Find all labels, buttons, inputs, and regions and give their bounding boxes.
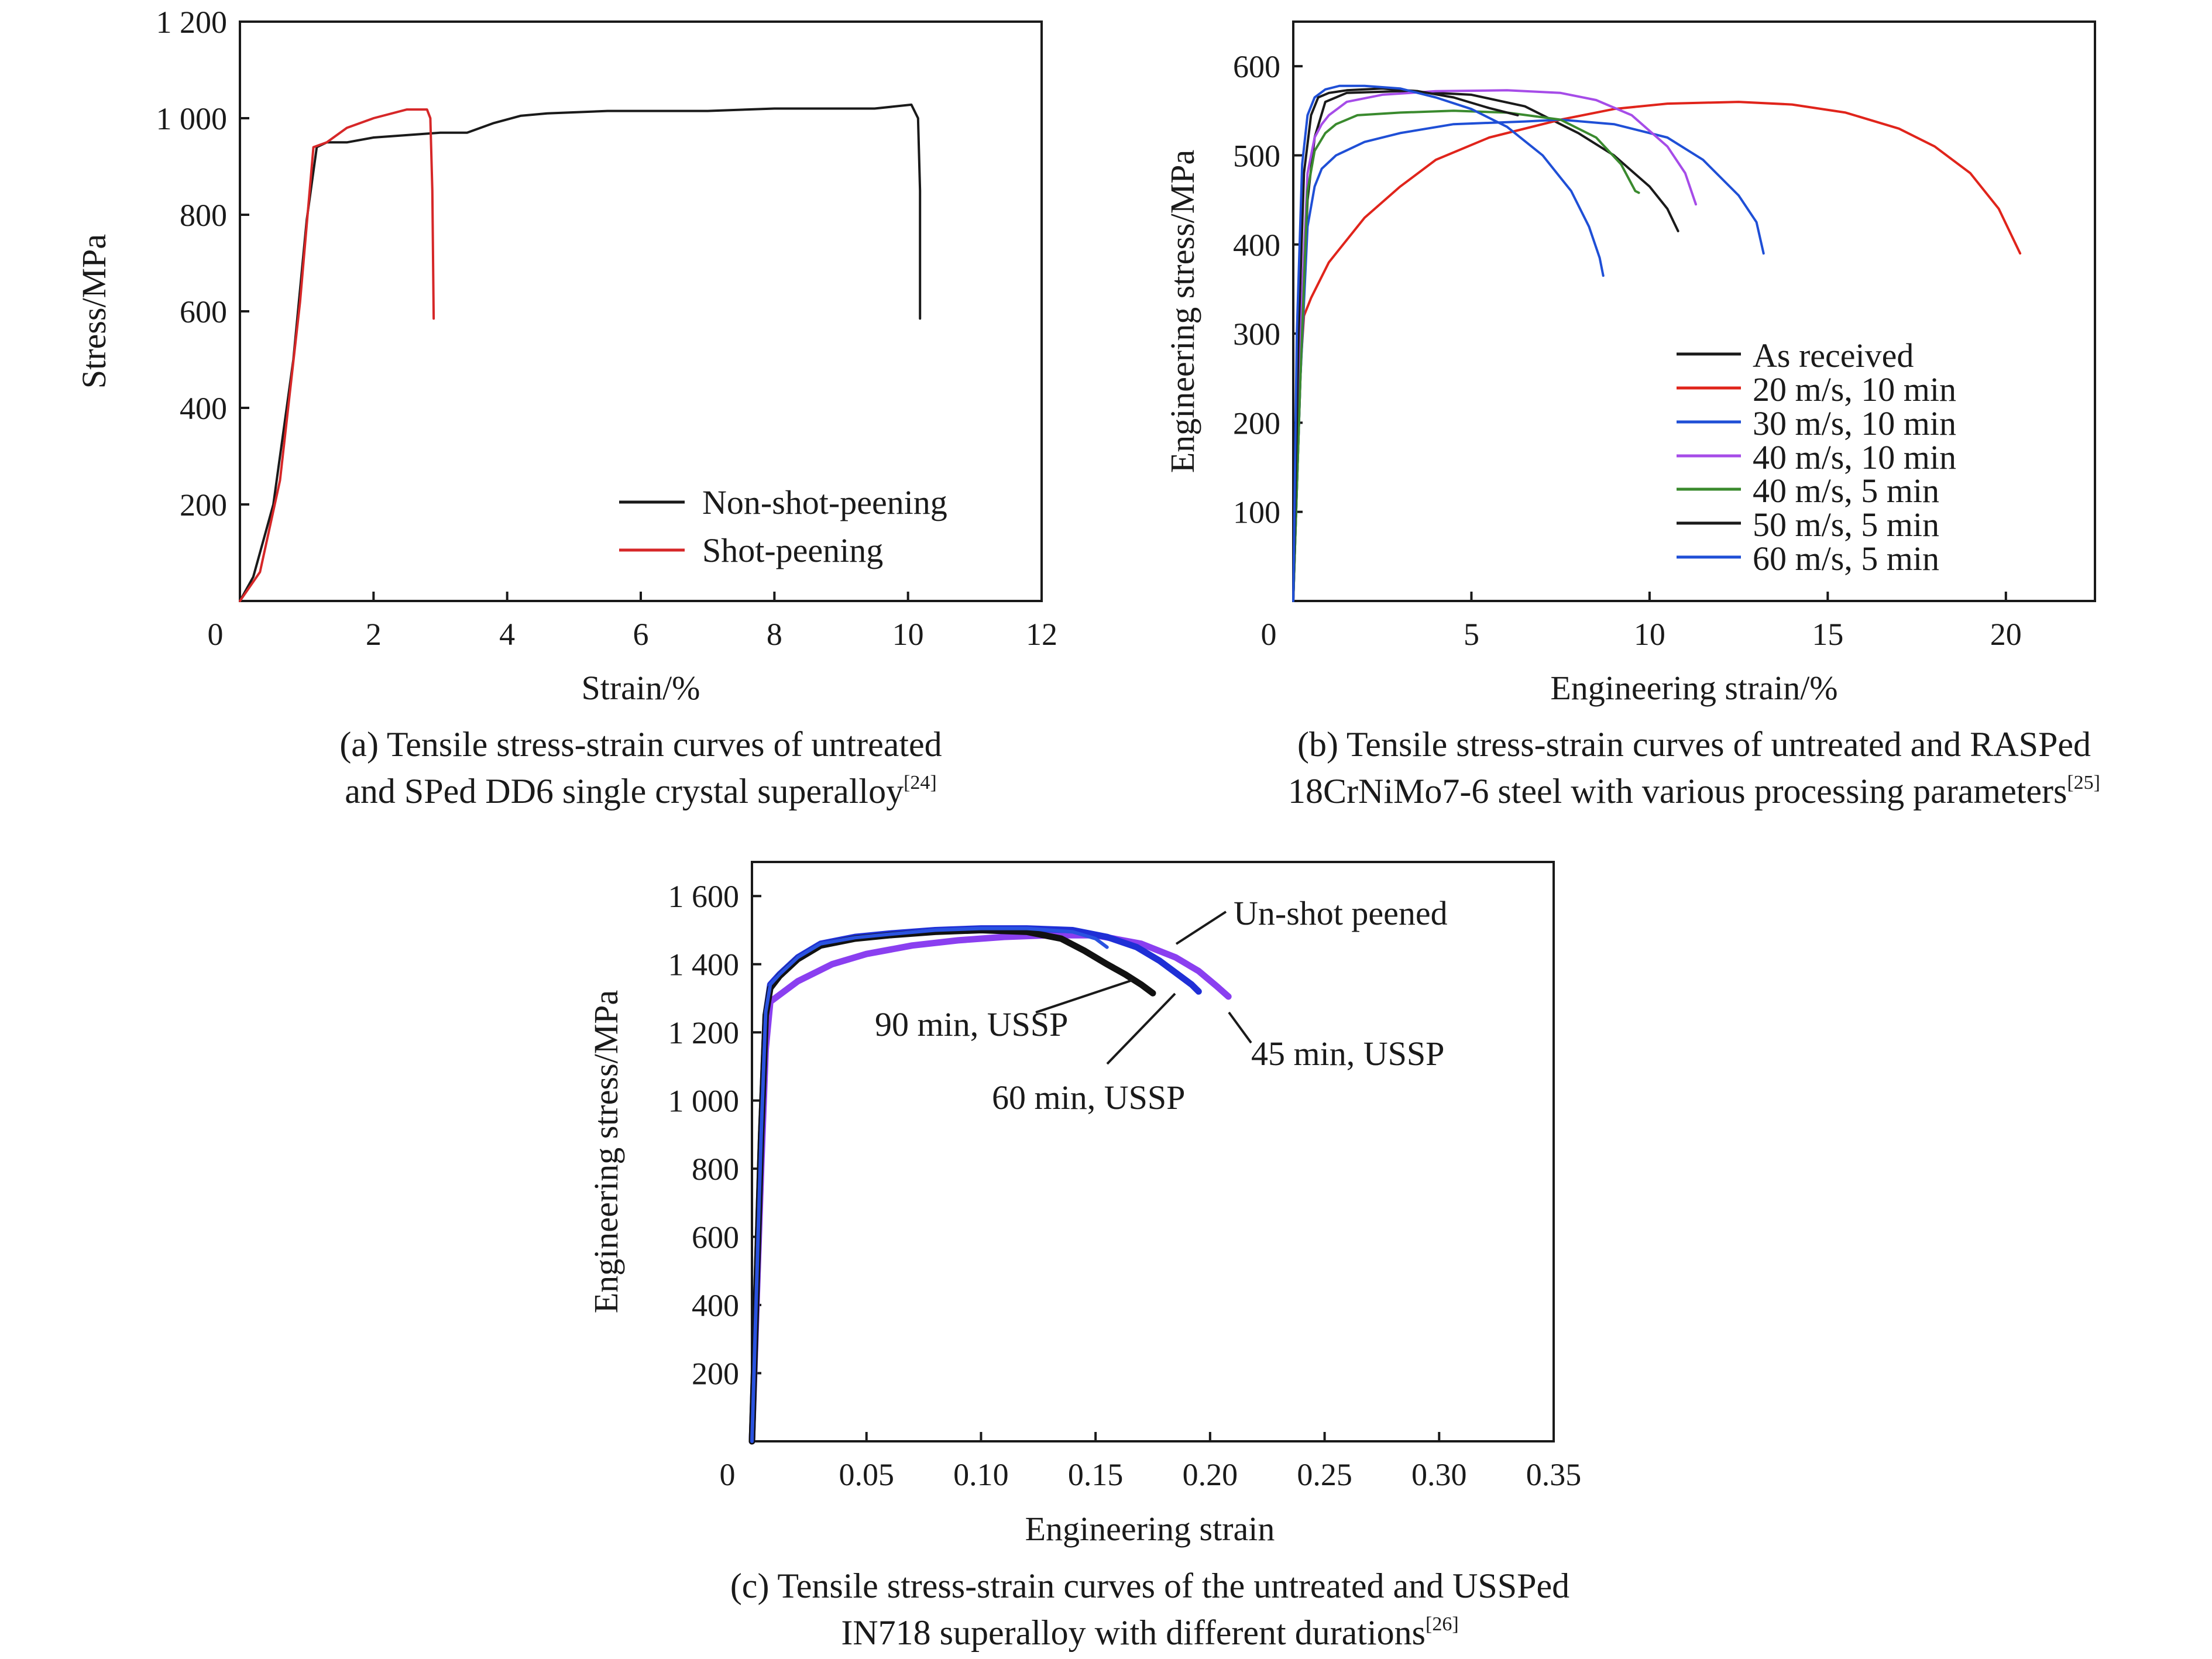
x-axis-label-a: Strain/% (582, 669, 700, 707)
y-tick-label-a: 400 (180, 391, 227, 426)
y-tick-label-b: 600 (1233, 49, 1280, 84)
y-axis-label-a: Stress/MPa (75, 234, 113, 389)
x-axis-label-b: Engineering strain/% (1550, 669, 1837, 707)
series-line-b-6 (1292, 87, 1519, 602)
x-tick-label-a: 4 (499, 617, 515, 652)
y-tick-label-a: 1 200 (156, 5, 228, 40)
x-axis-label-c: Engineering strain (1025, 1510, 1275, 1548)
caption-c-line-2: IN718 superalloy with different duration… (841, 1613, 1426, 1652)
annotation-leader-45min (1228, 1011, 1252, 1044)
caption-a-line-1: (a) Tensile stress-strain curves of untr… (339, 725, 942, 764)
annotation-leader-60min (1106, 992, 1176, 1065)
series-curves-a (239, 103, 922, 602)
legend-label-20ms-10min: 20 m/s, 10 min (1753, 370, 1956, 408)
caption-c-ref: [26] (1426, 1613, 1459, 1635)
y-tick-label-c: 400 (692, 1288, 739, 1323)
annotation-60min-ussp: 60 min, USSP (992, 1078, 1185, 1117)
annotation-90min-ussp: 90 min, USSP (875, 1005, 1068, 1043)
x-tick-label-c: 0.25 (1297, 1457, 1352, 1492)
y-tick-label-b: 100 (1233, 495, 1280, 530)
x-tick-label-c: 0.20 (1183, 1457, 1238, 1492)
caption-c-line-1: (c) Tensile stress-strain curves of the … (730, 1567, 1569, 1605)
x-tick-label-c: 0.15 (1068, 1457, 1124, 1492)
caption-a-line-2-wrap: and SPed DD6 single crystal superalloy[2… (345, 772, 937, 810)
caption-a-ref: [24] (904, 772, 937, 794)
legend-label-40ms-10min: 40 m/s, 10 min (1753, 438, 1956, 476)
caption-b-line-1: (b) Tensile stress-strain curves of untr… (1297, 725, 2091, 764)
y-tick-label-c: 200 (692, 1356, 739, 1392)
legend-label-shot-peening: Shot-peening (702, 531, 883, 569)
y-tick-label-c: 800 (692, 1152, 739, 1187)
series-curves-c (748, 925, 1232, 1445)
y-tick-label-b: 300 (1233, 317, 1280, 352)
caption-a-line-2: and SPed DD6 single crystal superalloy (345, 772, 904, 810)
y-tick-label-c: 600 (692, 1220, 739, 1255)
y-tick-label-c: 1 200 (668, 1015, 740, 1050)
series-line-a-2 (239, 108, 435, 602)
tick-label-origin-a: 0 (208, 617, 224, 652)
x-tick-label-b: 5 (1464, 617, 1479, 652)
caption-b-line-2: 18CrNiMo7-6 steel with various processin… (1288, 772, 2067, 810)
y-tick-label-b: 200 (1233, 406, 1280, 441)
legend-label-50ms-5min: 50 m/s, 5 min (1753, 506, 1939, 544)
y-tick-label-a: 600 (180, 294, 227, 329)
tick-label-origin-c: 0 (720, 1457, 736, 1492)
annotation-45min-ussp: 45 min, USSP (1251, 1035, 1444, 1073)
tick-label-origin-b: 0 (1261, 617, 1277, 652)
legend-b: As received 20 m/s, 10 min 30 m/s, 10 mi… (1677, 336, 1956, 578)
annotation-un-shot-peened: Un-shot peened (1234, 894, 1448, 932)
series-line-c-4 (750, 926, 1109, 1443)
legend-label-30ms-10min: 30 m/s, 10 min (1753, 404, 1956, 442)
series-line-b-2 (1292, 101, 2022, 602)
y-tick-label-b: 400 (1233, 228, 1280, 263)
caption-b-line-2-wrap: 18CrNiMo7-6 steel with various processin… (1288, 772, 2100, 810)
x-tick-label-a: 6 (633, 617, 649, 652)
x-tick-label-b: 20 (1990, 617, 2022, 652)
y-tick-label-a: 800 (180, 198, 227, 233)
series-line-b-3 (1292, 118, 1765, 602)
axis-ticks-b: 0 5 10 15 20 100 200 300 400 500 600 (1233, 49, 2022, 652)
x-tick-label-a: 12 (1026, 617, 1057, 652)
legend-label-60ms-5min: 60 m/s, 5 min (1753, 540, 1939, 578)
legend-label-40ms-5min: 40 m/s, 5 min (1753, 472, 1939, 510)
y-tick-label-c: 1 000 (668, 1084, 740, 1119)
x-tick-label-a: 2 (366, 617, 382, 652)
x-tick-label-c: 0.30 (1411, 1457, 1467, 1492)
series-line-b-5 (1292, 109, 1640, 602)
series-line-b-1 (1292, 90, 1679, 602)
y-tick-label-c: 1 600 (668, 879, 740, 914)
axis-ticks-a: 0 2 4 6 8 10 12 200 400 600 800 1 000 1 200 (156, 5, 1058, 652)
chart-panel-c: 0 0.05 0.10 0.15 0.20 0.25 0.30 0.35 200 400 600 80… (587, 861, 1582, 1652)
series-line-a-1 (239, 103, 922, 602)
series-line-b-4 (1292, 89, 1697, 602)
x-tick-label-a: 10 (892, 617, 924, 652)
annotation-leader-unshot (1175, 911, 1227, 945)
y-tick-label-c: 1 400 (668, 947, 740, 983)
x-tick-label-b: 10 (1634, 617, 1665, 652)
y-tick-label-a: 1 000 (156, 101, 228, 136)
axis-ticks-c: 0 0.05 0.10 0.15 0.20 0.25 0.30 0.35 200 400 600 80… (668, 879, 1582, 1492)
y-tick-label-b: 500 (1233, 138, 1280, 173)
legend-a: Non-shot-peening Shot-peening (619, 483, 947, 569)
legend-label-non-shot-peening: Non-shot-peening (702, 483, 947, 521)
plot-frame-c (751, 861, 1555, 1442)
chart-panel-b: 0 5 10 15 20 100 200 300 400 500 600 Engineering s… (1163, 20, 2100, 810)
legend-label-as-received: As received (1753, 336, 1914, 375)
x-tick-label-c: 0.10 (953, 1457, 1009, 1492)
x-tick-label-b: 15 (1812, 617, 1843, 652)
y-tick-label-a: 200 (180, 487, 227, 523)
caption-c-line-2-wrap: IN718 superalloy with different duration… (841, 1613, 1458, 1652)
y-axis-label-c: Engineering stress/MPa (587, 990, 625, 1314)
series-curves-b (1292, 84, 2022, 602)
series-line-b-7 (1292, 84, 1605, 602)
caption-b-ref: [25] (2067, 772, 2100, 794)
plot-frame-b (1292, 20, 2096, 602)
y-axis-label-b: Engineering stress/MPa (1163, 150, 1201, 473)
annotation-leader-90min (1035, 979, 1133, 1014)
x-tick-label-a: 8 (767, 617, 782, 652)
x-tick-label-c: 0.35 (1526, 1457, 1582, 1492)
x-tick-label-c: 0.05 (839, 1457, 894, 1492)
chart-panel-a: 0 2 4 6 8 10 12 200 400 600 800 1 000 1 200 Strain/%… (75, 5, 1057, 810)
